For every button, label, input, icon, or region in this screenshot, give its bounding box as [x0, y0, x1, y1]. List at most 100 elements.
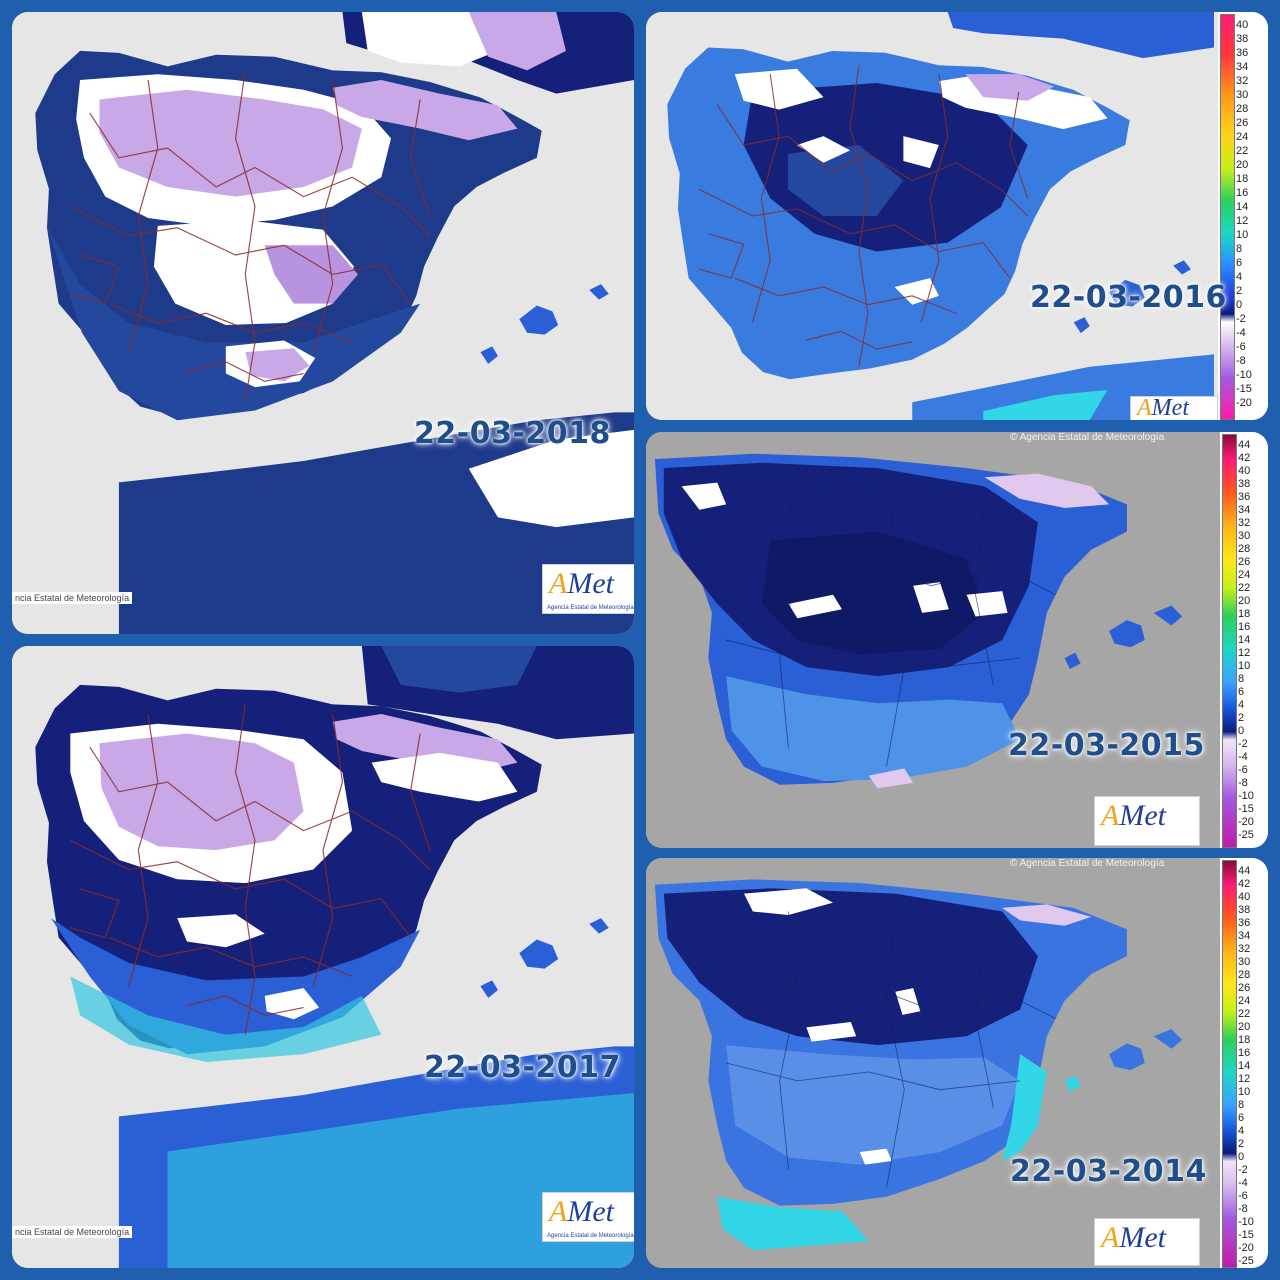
scale-tick: -2: [1238, 1164, 1248, 1176]
scale-tick: 6: [1238, 1112, 1245, 1124]
aemet-logo: AMet: [1130, 396, 1218, 420]
aemet-logo-letter-a: A: [549, 567, 568, 600]
scale-tick: 0: [1236, 299, 1243, 311]
map-panel-2014: © Agencia Estatal de Meteorología 44 42 …: [646, 858, 1268, 1268]
scale-tick: 14: [1238, 1060, 1251, 1072]
aemet-logo-wordmark: Met: [567, 1195, 614, 1228]
scale-tick: 12: [1238, 1073, 1251, 1085]
scale-tick: 24: [1238, 995, 1251, 1007]
scale-tick: -10: [1236, 369, 1252, 381]
date-label-2017: 22-03-2017: [424, 1050, 621, 1085]
temperature-map-2018: [12, 12, 634, 634]
aemet-logo-letter-a: A: [1101, 1221, 1120, 1254]
aemet-logo-caption: Agencia Estatal de Meteorología: [547, 605, 634, 611]
temperature-map-2014: [646, 858, 1216, 1268]
scale-tick: 18: [1236, 173, 1249, 185]
scale-tick: 22: [1238, 582, 1251, 594]
scale-tick: 24: [1236, 131, 1249, 143]
scale-tick: 12: [1236, 215, 1249, 227]
scale-tick: 4: [1238, 699, 1245, 711]
scale-tick: 38: [1238, 904, 1251, 916]
copyright-text: © Agencia Estatal de Meteorología: [1010, 432, 1165, 443]
temperature-color-scale: 44 42 40 38 36 34 32 30 28 26 24 22 20 1…: [1220, 858, 1268, 1268]
scale-tick: 42: [1238, 878, 1251, 890]
scale-tick: 30: [1236, 89, 1249, 101]
scale-tick: 6: [1238, 686, 1245, 698]
scale-tick: 28: [1238, 969, 1251, 981]
scale-tick: 36: [1238, 491, 1251, 503]
scale-tick: 44: [1238, 865, 1251, 877]
aemet-logo-wordmark: Met: [1119, 1221, 1166, 1254]
scale-tick: 36: [1236, 47, 1249, 59]
scale-tick: 26: [1238, 556, 1251, 568]
scale-tick: 18: [1238, 608, 1251, 620]
scale-tick: 24: [1238, 569, 1251, 581]
date-label-2014: 22-03-2014: [1010, 1154, 1207, 1189]
scale-tick: 32: [1238, 943, 1251, 955]
aemet-logo-caption: Agencia Estatal de Meteorología: [547, 1233, 634, 1239]
scale-tick: 38: [1236, 33, 1249, 45]
scale-tick: 10: [1238, 660, 1251, 672]
scale-tick: 4: [1238, 1125, 1245, 1137]
scale-tick: 2: [1236, 285, 1243, 297]
scale-tick: -10: [1238, 1216, 1254, 1228]
scale-tick: -20: [1238, 816, 1254, 828]
scale-tick: -8: [1238, 1203, 1248, 1215]
scale-tick: 40: [1238, 891, 1251, 903]
scale-tick: 8: [1238, 1099, 1245, 1111]
aemet-logo-letter-a: A: [1137, 396, 1152, 420]
map-panel-2016: 40 38 36 34 32 30 28 26 24 22 20 18 16 1…: [646, 12, 1268, 420]
date-label-2015: 22-03-2015: [1008, 728, 1205, 763]
scale-tick: 14: [1236, 201, 1249, 213]
scale-tick: -8: [1236, 355, 1246, 367]
scale-tick: -2: [1238, 738, 1248, 750]
copyright-text: © Agencia Estatal de Meteorología: [1010, 858, 1165, 869]
scale-color-ramp: [1220, 14, 1235, 420]
date-label-2018: 22-03-2018: [414, 416, 611, 451]
scale-tick: -15: [1236, 383, 1252, 395]
scale-tick: 22: [1236, 145, 1249, 157]
agency-credit-text: ncia Estatal de Meteorología: [12, 1226, 133, 1238]
scale-tick: 38: [1238, 478, 1251, 490]
scale-tick: -20: [1236, 397, 1252, 409]
scale-tick: 10: [1236, 229, 1249, 241]
scale-tick: -20: [1238, 1242, 1254, 1254]
scale-tick: 40: [1236, 19, 1249, 31]
scale-tick: 34: [1236, 61, 1249, 73]
scale-tick: 40: [1238, 465, 1251, 477]
scale-tick: -6: [1238, 1190, 1248, 1202]
scale-tick: -15: [1238, 803, 1254, 815]
aemet-logo-letter-a: A: [549, 1195, 568, 1228]
scale-tick: 18: [1238, 1034, 1251, 1046]
scale-tick: 28: [1238, 543, 1251, 555]
aemet-logo: AMet Agencia Estatal de Meteorología: [542, 564, 634, 614]
scale-tick: 30: [1238, 530, 1251, 542]
scale-color-ramp: [1222, 860, 1237, 1268]
scale-tick: 20: [1236, 159, 1249, 171]
scale-tick: 14: [1238, 634, 1251, 646]
aemet-logo-wordmark: Met: [567, 567, 614, 600]
scale-tick: 16: [1236, 187, 1249, 199]
scale-tick: -10: [1238, 790, 1254, 802]
scale-tick: -4: [1236, 327, 1246, 339]
temperature-color-scale: 40 38 36 34 32 30 28 26 24 22 20 18 16 1…: [1218, 12, 1268, 420]
temperature-map-2016: [646, 12, 1214, 420]
scale-tick: 10: [1238, 1086, 1251, 1098]
date-label-2016: 22-03-2016: [1030, 280, 1227, 315]
scale-tick: 32: [1236, 75, 1249, 87]
scale-tick: 8: [1238, 673, 1245, 685]
scale-tick: 0: [1238, 1151, 1245, 1163]
aemet-logo-wordmark: Met: [1119, 799, 1166, 832]
scale-tick: 16: [1238, 621, 1251, 633]
scale-tick: 26: [1236, 117, 1249, 129]
scale-tick: 0: [1238, 725, 1245, 737]
scale-color-ramp: [1222, 434, 1237, 848]
scale-tick: 2: [1238, 1138, 1245, 1150]
map-panel-2017: 22-03-2017 ncia Estatal de Meteorología …: [12, 646, 634, 1268]
scale-tick: 2: [1238, 712, 1245, 724]
scale-tick: -2: [1236, 313, 1246, 325]
scale-tick: -4: [1238, 1177, 1248, 1189]
aemet-logo-letter-a: A: [1101, 799, 1120, 832]
map-panel-2015: © Agencia Estatal de Meteorología 44 42 …: [646, 432, 1268, 848]
scale-tick: 4: [1236, 271, 1243, 283]
